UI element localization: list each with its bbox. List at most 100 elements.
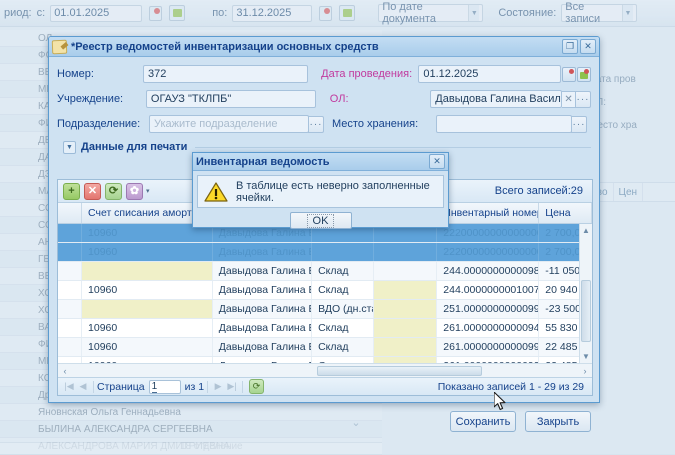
cell-person[interactable]: Давыдова Галина Василь... [213, 262, 312, 280]
posting-date-input[interactable]: 01.12.2025 [418, 65, 561, 83]
number-input[interactable]: 372 [143, 65, 308, 83]
table-row[interactable]: 10960 Давыдова Галина Василь...Склад 244.0… [58, 281, 592, 300]
storage-input[interactable] [436, 115, 572, 133]
cell-extra[interactable] [374, 262, 437, 280]
period-to-calendar-icon[interactable] [339, 5, 355, 21]
horizontal-scroll-thumb[interactable] [317, 366, 482, 376]
background-horizontal-scrollbar[interactable] [0, 442, 382, 454]
cell-person[interactable]: Давыдова Галина Василь... [213, 300, 312, 318]
period-from-spinner[interactable] [149, 6, 162, 21]
cell-extra[interactable] [374, 319, 437, 337]
scroll-left-icon[interactable]: ‹ [58, 366, 72, 376]
cell-place[interactable] [312, 243, 374, 261]
cell-extra[interactable] [374, 243, 437, 261]
alert-ok-button[interactable]: OK [290, 212, 352, 229]
background-list-scroll-down-icon[interactable]: ⌄ [349, 416, 363, 442]
background-list-item[interactable]: БЫЛИНА АЛЕКСАНДРА СЕРГЕЕВНА [0, 421, 382, 438]
cell-account[interactable] [82, 300, 213, 318]
cell-account[interactable]: 10960 [82, 281, 213, 299]
cell-place[interactable]: Склад [312, 262, 374, 280]
background-list-item[interactable]: Яновнская Ольга Геннадьевна [0, 404, 382, 421]
cell-extra[interactable] [374, 281, 437, 299]
grid-horizontal-scrollbar[interactable]: ‹ › [58, 363, 592, 377]
subdivision-input[interactable]: Укажите подразделение [149, 115, 309, 133]
add-row-button[interactable]: + [63, 183, 80, 200]
cell-inventory-number[interactable]: 261.000000000009965 [437, 338, 539, 356]
minimize-button[interactable]: ❐ [562, 39, 578, 54]
cell-person[interactable]: Давыдова Галина Василь... [213, 281, 312, 299]
next-page-button[interactable]: ▶ [211, 381, 225, 392]
cell-account[interactable] [82, 262, 213, 280]
state-select[interactable]: Все записи ▼ [561, 4, 637, 22]
clear-ol-icon[interactable]: ✕ [562, 91, 576, 108]
row-marker[interactable] [58, 243, 82, 261]
cell-person-text: Давыдова Галина Василь... [219, 284, 312, 296]
date-mode-select[interactable]: По дате документа ▼ [378, 4, 483, 22]
alert-titlebar[interactable]: Инвентарная ведомость ✕ [193, 153, 448, 171]
grid-column-header[interactable] [58, 203, 82, 223]
subdivision-lookup-button[interactable]: ··· [308, 116, 324, 133]
delete-row-button[interactable]: ✕ [84, 183, 101, 200]
vertical-scroll-thumb[interactable] [581, 280, 591, 342]
table-row[interactable]: Давыдова Галина Василь...Склад 244.000000… [58, 262, 592, 281]
row-marker[interactable] [58, 224, 82, 242]
posting-date-spinner[interactable] [562, 67, 576, 82]
close-button[interactable]: Закрыть [525, 411, 591, 432]
refresh-grid-button[interactable]: ⟳ [105, 183, 122, 200]
grid-column-header[interactable]: Цена [539, 203, 592, 223]
cell-inventory-number[interactable]: 22200000000000000... [437, 224, 539, 242]
grid-column-header[interactable]: Инвентарный номер [437, 203, 539, 223]
cell-inventory-number[interactable]: 261.000000000009490 [437, 319, 539, 337]
settings-button[interactable]: ✿ [126, 183, 143, 200]
cell-inventory-number[interactable]: 22200000000000000... [437, 243, 539, 261]
pager-refresh-button[interactable]: ⟳ [249, 379, 264, 394]
cell-account[interactable]: 10960 [82, 319, 213, 337]
cell-place[interactable]: ВДО (дн.стац)+... [312, 300, 374, 318]
storage-lookup-button[interactable]: ··· [571, 116, 587, 133]
grid-vertical-scrollbar[interactable]: ▲ ▼ [579, 224, 592, 363]
row-marker[interactable] [58, 281, 82, 299]
cell-inventory-number[interactable]: 244.00000000010074 [437, 281, 539, 299]
chevron-down-icon[interactable]: ▼ [63, 141, 76, 154]
cell-person[interactable]: Давыдова Галина Василь... [213, 338, 312, 356]
cell-place[interactable]: Склад [312, 319, 374, 337]
window-titlebar[interactable]: *Реестр ведомостей инвентаризации основн… [49, 37, 599, 57]
last-page-button[interactable]: ▶| [225, 381, 239, 392]
alert-close-button[interactable]: ✕ [429, 154, 445, 169]
cell-account[interactable]: 10960 [82, 243, 213, 261]
cell-extra[interactable] [374, 338, 437, 356]
period-from-calendar-icon[interactable] [169, 5, 185, 21]
row-marker[interactable] [58, 319, 82, 337]
page-number-input[interactable]: 1 [149, 380, 181, 394]
prev-page-button[interactable]: ◀ [76, 381, 90, 392]
cell-inventory-number[interactable]: 251.000000000009927 [437, 300, 539, 318]
row-marker[interactable] [58, 300, 82, 318]
row-marker[interactable] [58, 262, 82, 280]
scroll-down-icon[interactable]: ▼ [580, 350, 592, 363]
ol-input[interactable]: Давыдова Галина Васильевна [430, 90, 562, 108]
institution-input[interactable]: ОГАУЗ "ТКЛПБ" [146, 90, 316, 108]
ol-lookup-button[interactable]: ··· [575, 91, 591, 108]
table-row[interactable]: Давыдова Галина Василь...ВДО (дн.стац)+.… [58, 300, 592, 319]
scroll-up-icon[interactable]: ▲ [580, 224, 592, 237]
period-to-spinner[interactable] [319, 6, 332, 21]
cell-person[interactable]: Давыдова Галина Василь... [213, 319, 312, 337]
cell-account[interactable]: 10960 [82, 338, 213, 356]
close-window-button[interactable]: ✕ [580, 39, 596, 54]
save-button[interactable]: Сохранить [450, 411, 516, 432]
period-to-input[interactable]: 31.12.2025 [232, 5, 312, 22]
cell-extra[interactable] [374, 300, 437, 318]
cell-person[interactable]: Давыдова Галина Василь... [213, 243, 312, 261]
cell-place[interactable]: Склад [312, 338, 374, 356]
cell-inventory-number[interactable]: 244.000000000009802 [437, 262, 539, 280]
first-page-button[interactable]: |◀ [62, 381, 76, 392]
cell-place[interactable]: Склад [312, 281, 374, 299]
posting-date-calendar-icon[interactable] [577, 67, 591, 82]
settings-dropdown-caret-icon[interactable]: ▾ [146, 187, 150, 195]
scroll-right-icon[interactable]: › [578, 366, 592, 376]
row-marker[interactable] [58, 338, 82, 356]
period-from-input[interactable]: 01.01.2025 [50, 5, 142, 22]
